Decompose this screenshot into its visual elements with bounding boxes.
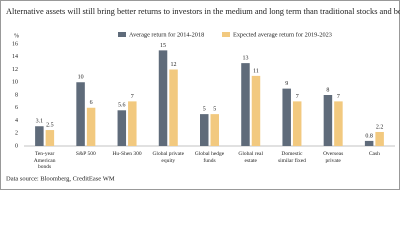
chart-container: Alternative assets will still bring bett…: [0, 0, 400, 190]
value-label: 15: [160, 43, 166, 49]
bar: [282, 88, 291, 146]
y-tick-label: 2: [15, 131, 18, 137]
x-tick-label: Global real estate: [238, 151, 264, 164]
value-label: 13: [242, 56, 248, 62]
bar: [251, 75, 261, 146]
bar: [375, 131, 384, 146]
y-tick-label: 0: [15, 143, 18, 149]
value-label: 7: [296, 94, 299, 100]
value-label: 5: [203, 107, 206, 113]
bar: [323, 95, 333, 146]
bar: [241, 63, 250, 146]
bar: [292, 101, 302, 146]
bar: [169, 69, 178, 146]
y-tick-label: 4: [15, 118, 18, 124]
bar: [158, 50, 168, 146]
source-note: Data source: Bloomberg, CreditEase WM: [6, 175, 115, 182]
bar: [200, 114, 209, 146]
x-tick-label: Global hedge funds: [194, 151, 225, 164]
value-label: 6: [90, 100, 93, 106]
y-axis-label: %: [14, 33, 19, 39]
bar: [35, 126, 44, 146]
legend-swatch: [118, 32, 126, 37]
value-label: 0.8: [365, 133, 373, 139]
chart: Alternative assets will still bring bett…: [0, 0, 400, 190]
value-label: 2.5: [46, 122, 54, 128]
legend-label: Expected average return for 2019-2023: [233, 31, 332, 38]
x-tick-label: Global private equity: [152, 151, 185, 164]
bar: [334, 101, 343, 146]
value-label: 10: [78, 75, 84, 81]
x-tick-label: Overseas private: [323, 151, 344, 164]
value-label: 7: [337, 94, 340, 100]
x-tick-label: S&P 500: [75, 151, 96, 157]
value-label: 11: [253, 68, 259, 74]
value-label: 8: [326, 87, 329, 93]
bar: [86, 107, 96, 146]
bar: [117, 110, 127, 146]
x-tick-label: Ten-year American bonds: [33, 151, 56, 170]
value-label: 2.2: [376, 124, 384, 130]
chart-title: Alternative assets will still bring bett…: [6, 7, 400, 16]
bar: [128, 101, 137, 146]
value-label: 5: [213, 107, 216, 113]
value-label: 12: [171, 62, 177, 68]
x-tick-label: Domestic similar fixed: [277, 151, 306, 164]
bar: [210, 114, 219, 146]
y-tick-label: 16: [12, 41, 18, 47]
bar: [76, 82, 85, 146]
y-tick-label: 10: [12, 80, 18, 86]
value-label: 7: [131, 94, 134, 100]
y-tick-label: 14: [12, 54, 18, 60]
bar: [364, 140, 374, 146]
y-tick-label: 8: [15, 92, 18, 98]
value-label: 5.6: [118, 103, 126, 109]
value-label: 9: [285, 81, 288, 87]
legend-swatch: [222, 32, 230, 37]
legend-label: Average return for 2014-2018: [129, 31, 204, 38]
bar: [45, 130, 55, 146]
x-tick-label: Hu-Shen 300: [112, 151, 142, 157]
y-tick-label: 12: [12, 67, 18, 73]
y-tick-label: 6: [15, 105, 18, 111]
value-label: 3.1: [36, 119, 44, 125]
x-tick-label: Cash: [368, 151, 380, 157]
